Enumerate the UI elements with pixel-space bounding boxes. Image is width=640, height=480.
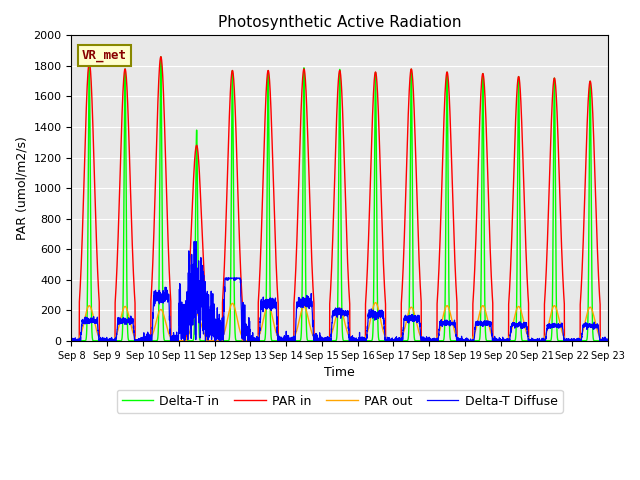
Delta-T Diffuse [491,336,499,341]
PAR in [604,338,612,344]
Delta-T in [490,338,498,344]
Line: PAR out: PAR out [72,302,608,341]
PAR out [430,338,438,344]
Delta-T in [157,54,164,60]
Delta-T in [604,338,611,344]
Delta-T Diffuse [68,338,76,344]
Delta-T in [460,338,468,344]
Line: Delta-T in: Delta-T in [72,57,608,341]
Delta-T Diffuse [460,338,468,344]
X-axis label: Time: Time [324,366,355,379]
Delta-T Diffuse [604,338,612,344]
PAR out [319,338,327,344]
PAR in [157,54,164,60]
PAR in [490,338,498,344]
PAR out [68,338,76,344]
Delta-T in [68,338,76,344]
Delta-T Diffuse [164,295,172,300]
Line: Delta-T Diffuse: Delta-T Diffuse [72,241,608,341]
Delta-T Diffuse [68,337,76,343]
Y-axis label: PAR (umol/m2/s): PAR (umol/m2/s) [15,136,28,240]
Delta-T in [320,338,328,344]
PAR in [164,234,172,240]
Title: Photosynthetic Active Radiation: Photosynthetic Active Radiation [218,15,461,30]
Delta-T in [604,338,612,344]
Delta-T in [430,338,438,344]
Delta-T Diffuse [604,338,611,344]
PAR out [372,300,380,305]
PAR in [460,338,468,344]
PAR out [604,338,611,344]
PAR in [68,338,76,344]
Delta-T Diffuse [431,338,438,344]
Delta-T Diffuse [320,338,328,344]
Line: PAR in: PAR in [72,57,608,341]
Delta-T Diffuse [190,239,198,244]
PAR out [460,338,468,344]
Text: VR_met: VR_met [82,49,127,62]
PAR in [320,338,328,344]
PAR in [604,338,611,344]
PAR out [490,338,498,344]
PAR in [430,338,438,344]
Delta-T in [164,338,172,344]
Legend: Delta-T in, PAR in, PAR out, Delta-T Diffuse: Delta-T in, PAR in, PAR out, Delta-T Dif… [117,390,563,413]
PAR out [604,338,612,344]
PAR out [164,328,172,334]
